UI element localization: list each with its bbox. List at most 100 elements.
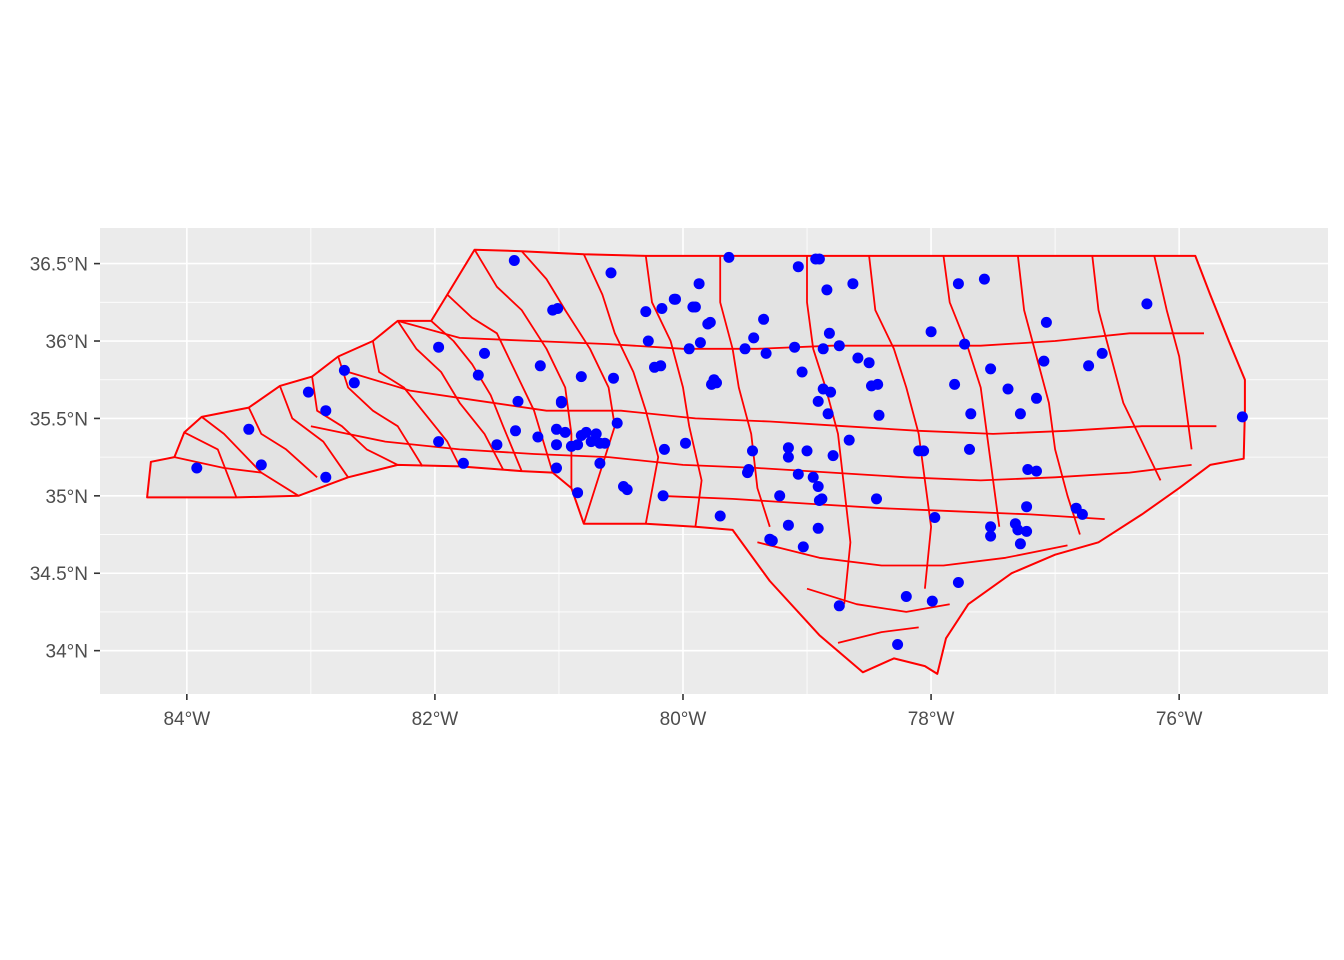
point-marker bbox=[959, 338, 971, 350]
point-marker bbox=[748, 332, 760, 344]
point-marker bbox=[792, 468, 804, 480]
county-boundary bbox=[644, 255, 703, 527]
point-marker bbox=[457, 457, 469, 469]
point-marker bbox=[683, 343, 695, 355]
point-marker bbox=[534, 360, 546, 372]
point-marker bbox=[191, 462, 203, 474]
x-tick-label: 76°W bbox=[1156, 709, 1203, 730]
point-marker bbox=[551, 439, 562, 451]
point-marker bbox=[1141, 298, 1153, 310]
county-boundary bbox=[1153, 255, 1193, 450]
county-boundary bbox=[396, 320, 504, 470]
point-marker bbox=[1096, 347, 1108, 359]
point-marker bbox=[812, 522, 824, 534]
county-boundary bbox=[310, 425, 1192, 482]
point-marker bbox=[348, 377, 360, 389]
point-marker bbox=[949, 378, 961, 390]
point-marker bbox=[532, 431, 544, 443]
county-boundary bbox=[347, 371, 1217, 435]
x-tick-label: 80°W bbox=[660, 709, 707, 730]
point-marker bbox=[863, 357, 875, 369]
point-marker bbox=[621, 484, 633, 496]
point-marker bbox=[964, 443, 975, 455]
point-marker bbox=[605, 267, 617, 279]
county-boundary bbox=[311, 376, 399, 466]
point-marker bbox=[551, 462, 562, 474]
county-boundary bbox=[279, 385, 349, 478]
point-marker bbox=[985, 530, 997, 542]
point-marker bbox=[723, 251, 735, 263]
point-marker bbox=[1014, 408, 1026, 420]
point-marker bbox=[985, 363, 997, 375]
point-marker bbox=[985, 521, 997, 533]
point-marker bbox=[852, 352, 864, 364]
point-marker bbox=[580, 426, 592, 438]
point-marker bbox=[694, 337, 706, 349]
point-marker bbox=[512, 395, 524, 407]
point-marker bbox=[825, 386, 837, 398]
county-boundary bbox=[372, 340, 461, 467]
y-tick-label: 34.5°N bbox=[30, 564, 88, 585]
county-boundary bbox=[337, 356, 424, 467]
point-marker bbox=[656, 303, 668, 314]
point-marker bbox=[704, 316, 716, 328]
point-marker bbox=[782, 451, 794, 463]
point-marker bbox=[833, 340, 845, 352]
point-marker bbox=[338, 364, 350, 376]
point-marker bbox=[782, 442, 794, 454]
point-marker bbox=[657, 490, 669, 502]
point-marker bbox=[827, 450, 839, 462]
point-marker bbox=[1038, 355, 1050, 367]
y-tick-label: 36.5°N bbox=[30, 255, 88, 276]
point-marker bbox=[670, 293, 681, 305]
point-marker bbox=[801, 445, 813, 457]
point-marker bbox=[812, 481, 824, 492]
point-marker bbox=[1002, 383, 1014, 395]
point-marker bbox=[892, 639, 904, 650]
point-marker bbox=[642, 335, 654, 347]
point-marker bbox=[766, 535, 778, 547]
point-marker bbox=[847, 278, 859, 290]
county-boundary bbox=[473, 249, 573, 489]
point-marker bbox=[952, 577, 964, 588]
point-marker bbox=[320, 405, 332, 417]
point-marker bbox=[816, 493, 828, 505]
point-marker bbox=[714, 510, 726, 522]
point-marker bbox=[952, 278, 964, 290]
point-marker bbox=[813, 253, 825, 265]
point-marker bbox=[758, 313, 770, 325]
point-marker bbox=[1021, 501, 1033, 513]
county-boundary bbox=[183, 431, 238, 498]
y-tick-label: 35.5°N bbox=[30, 409, 88, 430]
point-marker bbox=[572, 439, 584, 451]
county-boundary bbox=[174, 456, 262, 474]
point-marker bbox=[1031, 392, 1042, 404]
point-marker bbox=[479, 347, 490, 359]
point-marker bbox=[680, 437, 691, 449]
point-marker bbox=[797, 541, 809, 553]
point-marker bbox=[472, 369, 484, 381]
y-tick-label: 34°N bbox=[46, 642, 88, 663]
point-marker bbox=[320, 471, 332, 483]
county-boundary bbox=[201, 416, 299, 497]
point-marker bbox=[559, 426, 571, 438]
point-marker bbox=[918, 445, 930, 457]
county-boundary bbox=[806, 587, 950, 613]
point-marker bbox=[789, 341, 801, 353]
point-marker bbox=[1014, 538, 1026, 550]
county-boundary bbox=[719, 255, 771, 528]
x-tick-label: 84°W bbox=[163, 709, 210, 730]
point-marker bbox=[812, 395, 824, 407]
point-marker bbox=[551, 423, 562, 435]
point-marker bbox=[1021, 525, 1033, 537]
point-marker bbox=[978, 273, 990, 285]
point-marker bbox=[782, 519, 794, 531]
point-markers bbox=[191, 251, 1248, 650]
point-marker bbox=[255, 459, 267, 471]
point-marker bbox=[817, 343, 829, 355]
point-marker bbox=[572, 487, 584, 499]
point-marker bbox=[575, 371, 587, 383]
county-boundary bbox=[247, 407, 318, 478]
point-marker bbox=[555, 397, 567, 409]
county-boundary bbox=[757, 541, 1068, 567]
